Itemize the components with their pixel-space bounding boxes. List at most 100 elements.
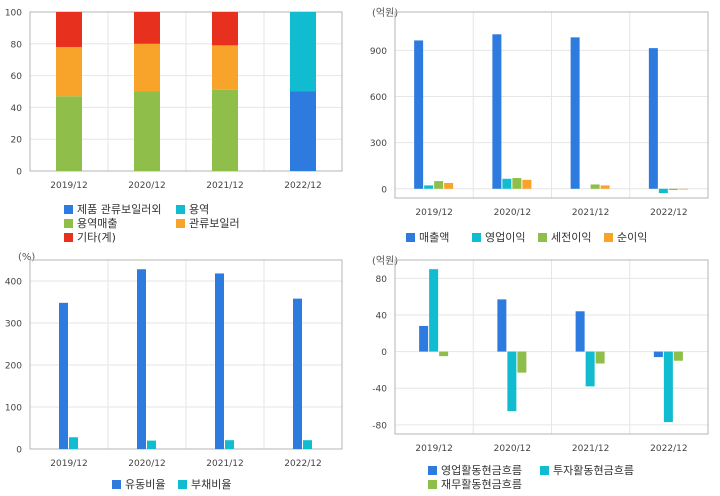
bar[interactable] xyxy=(600,185,610,189)
bar[interactable] xyxy=(663,351,673,423)
bar[interactable] xyxy=(507,351,517,412)
legend-item[interactable]: 영업활동현금흐름 xyxy=(428,462,522,478)
bar[interactable] xyxy=(492,34,502,189)
bar[interactable] xyxy=(134,43,160,92)
bar[interactable] xyxy=(293,298,302,449)
legend-swatch xyxy=(64,233,73,242)
bar[interactable] xyxy=(517,351,527,373)
legend-item[interactable]: 기타(계) xyxy=(64,229,116,245)
legend-swatch xyxy=(112,480,121,489)
x-tick-label: 2019/12 xyxy=(415,208,452,218)
ratio-chart-panel: (%) 0 100 200 300 400 2019/12 2020/12 2021/12 20… xyxy=(0,248,360,496)
legend-item[interactable]: 용역매출 xyxy=(64,215,117,231)
y-tick-label: 400 xyxy=(5,278,22,288)
bar[interactable] xyxy=(585,351,595,387)
bar[interactable] xyxy=(595,351,605,364)
y-tick-label: 900 xyxy=(370,47,387,57)
bar[interactable] xyxy=(653,351,663,358)
cashflow-chart-panel: (억원) -80 -40 0 40 80 2019/12 2020/12 2021/12 202… xyxy=(360,248,720,496)
cashflow-chart: -80 -40 0 40 80 2019/12 2020/12 2021/12 2022/12 xyxy=(372,259,709,454)
x-tick-label: 2021/12 xyxy=(572,444,609,454)
y-tick-label: 300 xyxy=(370,139,387,149)
bar[interactable] xyxy=(147,440,156,449)
income-chart-panel: (억원) 0 300 600 900 2019/12 2020/12 2021/12 2022… xyxy=(360,0,720,248)
bar[interactable] xyxy=(439,351,449,357)
y-tick-label: 600 xyxy=(370,93,387,103)
legend-item[interactable]: 세전이익 xyxy=(538,229,591,245)
y-tick-label: -40 xyxy=(372,385,387,395)
legend-label: 기타(계) xyxy=(77,231,116,244)
bar[interactable] xyxy=(215,273,224,449)
legend-swatch xyxy=(428,466,437,475)
legend-item[interactable]: 재무활동현금흐름 xyxy=(428,476,522,492)
legend-label: 순이익 xyxy=(617,231,648,244)
legend-item[interactable]: 순이익 xyxy=(604,229,647,245)
bar[interactable] xyxy=(434,181,444,189)
legend-label: 투자활동현금흐름 xyxy=(553,464,634,477)
legend-item[interactable]: 영업이익 xyxy=(472,229,525,245)
bar[interactable] xyxy=(502,178,512,189)
bar[interactable] xyxy=(212,89,238,171)
bar[interactable] xyxy=(414,40,424,189)
y-tick-label: 80 xyxy=(376,275,388,285)
y-tick-label: 0 xyxy=(381,185,387,195)
bar[interactable] xyxy=(575,311,585,352)
bar[interactable] xyxy=(56,46,82,97)
composition-legend: 제품 관류보일러외 용역 용역매출 관류보일러 기타(계) xyxy=(64,201,354,247)
legend-item[interactable]: 제품 관류보일러외 xyxy=(64,201,161,217)
bar[interactable] xyxy=(668,188,678,191)
bar[interactable] xyxy=(497,299,507,352)
bar[interactable] xyxy=(658,188,668,194)
bar[interactable] xyxy=(303,440,312,449)
bar[interactable] xyxy=(429,269,439,352)
plot-frame xyxy=(29,259,343,450)
bar[interactable] xyxy=(673,351,683,361)
plot-frame xyxy=(394,259,709,435)
bar[interactable] xyxy=(570,37,580,189)
bar[interactable] xyxy=(212,12,238,46)
legend-item[interactable]: 용역 xyxy=(176,201,209,217)
legend-label: 부채비율 xyxy=(191,478,232,491)
bar[interactable] xyxy=(419,325,429,352)
bar[interactable] xyxy=(69,437,78,449)
legend-swatch xyxy=(540,466,549,475)
x-tick-label: 2019/12 xyxy=(50,181,87,191)
bar[interactable] xyxy=(522,179,532,189)
y-tick-label: 40 xyxy=(11,104,23,114)
ratio-chart: 0 100 200 300 400 2019/12 2020/12 2021/12 2022/1… xyxy=(5,259,343,469)
bar[interactable] xyxy=(678,188,688,190)
bar[interactable] xyxy=(212,45,238,90)
bar[interactable] xyxy=(590,184,600,189)
legend-item[interactable]: 투자활동현금흐름 xyxy=(540,462,634,478)
y-tick-label: 0 xyxy=(381,348,387,358)
legend-label: 영업이익 xyxy=(485,231,526,244)
bar[interactable] xyxy=(134,12,160,44)
ratio-unit-label: (%) xyxy=(18,252,36,263)
bar[interactable] xyxy=(290,12,316,92)
legend-swatch xyxy=(428,480,437,489)
x-tick-label: 2022/12 xyxy=(650,208,687,218)
bar[interactable] xyxy=(444,182,454,189)
bar[interactable] xyxy=(225,440,234,449)
bar[interactable] xyxy=(56,96,82,171)
bar[interactable] xyxy=(59,302,68,449)
legend-item[interactable]: 부채비율 xyxy=(178,476,231,492)
y-tick-label: 20 xyxy=(11,136,23,146)
bar[interactable] xyxy=(137,269,146,449)
legend-swatch xyxy=(472,233,481,242)
bar[interactable] xyxy=(648,48,658,189)
bar[interactable] xyxy=(56,12,82,47)
legend-item[interactable]: 매출액 xyxy=(406,229,449,245)
bar[interactable] xyxy=(512,178,522,189)
cashflow-unit-label: (억원) xyxy=(372,256,399,267)
bar[interactable] xyxy=(134,91,160,172)
legend-item[interactable]: 관류보일러 xyxy=(176,215,240,231)
ratio-legend: 유동비율 부채비율 xyxy=(112,476,352,492)
bar[interactable] xyxy=(290,91,316,172)
legend-item[interactable]: 유동비율 xyxy=(112,476,165,492)
cashflow-legend: 영업활동현금흐름 투자활동현금흐름 재무활동현금흐름 xyxy=(428,462,718,494)
legend-label: 영업활동현금흐름 xyxy=(441,464,522,477)
x-tick-label: 2020/12 xyxy=(128,459,165,469)
legend-swatch xyxy=(406,233,415,242)
bar[interactable] xyxy=(424,185,434,189)
